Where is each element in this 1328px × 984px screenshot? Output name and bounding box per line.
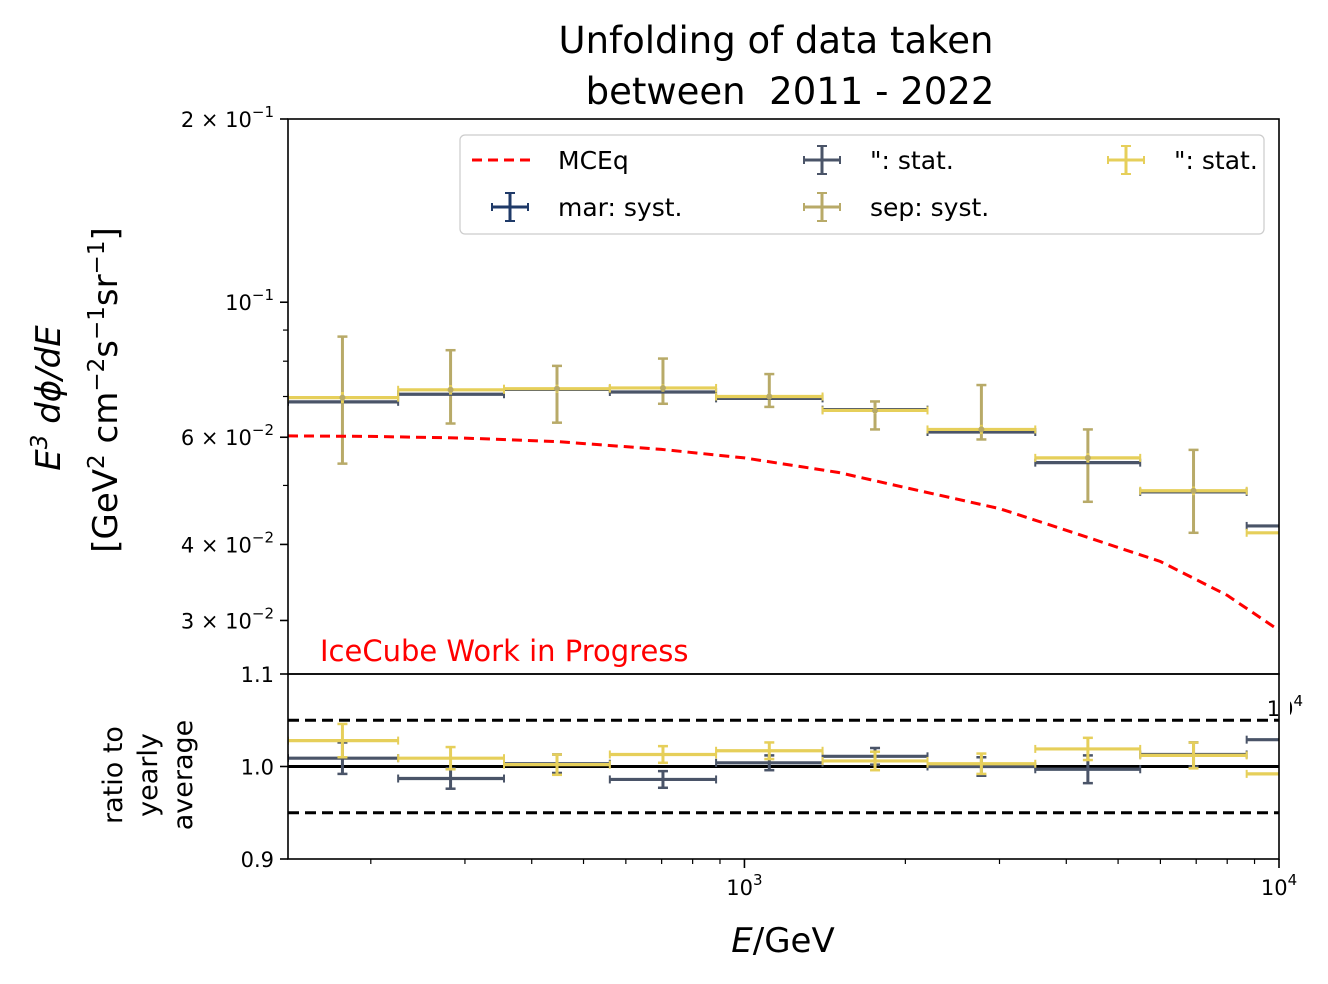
sep-data-point xyxy=(872,407,879,414)
ratio-y-label-line3: average xyxy=(168,720,199,831)
tick-mantissa: 10 xyxy=(1261,876,1288,900)
sep-data-point xyxy=(339,394,346,401)
ratio-plot-area xyxy=(288,718,1279,815)
sep-data-point xyxy=(766,393,773,400)
main-plot-area xyxy=(288,335,1302,632)
tick-mantissa: 4 × 10 xyxy=(181,533,252,557)
tick-exponent: 4 xyxy=(1293,692,1303,710)
ratio-y-tick-label: 1.0 xyxy=(241,756,274,780)
tick-mantissa: 3 × 10 xyxy=(181,609,252,633)
legend: MCEq mar: syst. ": stat. sep: syst. ": stat. xyxy=(459,134,1265,235)
main-y-tick-label: 10−1 xyxy=(225,286,274,315)
chart-title-line2: between 2011 - 2022 xyxy=(586,70,995,113)
legend-items: MCEq mar: syst. ": stat. sep: syst. ": stat. xyxy=(472,145,1258,222)
tick-exponent: 3 xyxy=(753,871,763,889)
legend-entry: ": stat. xyxy=(1107,145,1258,175)
legend-entry: MCEq xyxy=(472,146,629,175)
axes: 2 × 10−110−16 × 10−24 × 10−23 × 10−20.91… xyxy=(181,103,1303,900)
tick-exponent: −2 xyxy=(252,604,274,622)
y-axis-labels: E3 dϕ/dE [GeV2 cm−2s−1sr−1] ratio to yea… xyxy=(27,227,199,830)
main-y-tick-label: 4 × 10−2 xyxy=(181,528,274,557)
chart-title-line1: Unfolding of data taken xyxy=(559,19,994,62)
sep-data-point xyxy=(659,384,666,391)
ratio-y-tick-label: 1.1 xyxy=(241,663,274,687)
x-axis-label-var: E xyxy=(731,921,753,961)
tick-exponent: −2 xyxy=(252,528,274,546)
sep-data-point xyxy=(978,426,985,433)
main-y-tick-label: 3 × 10−2 xyxy=(181,604,274,633)
tick-mantissa: 2 × 10 xyxy=(181,108,252,132)
legend-label: sep: syst. xyxy=(870,193,989,222)
tick-exponent: −1 xyxy=(252,103,274,121)
chart-title: Unfolding of data taken between 2011 - 2… xyxy=(559,19,995,113)
tick-exponent: 4 xyxy=(1288,871,1298,889)
sep-data-point xyxy=(447,386,454,393)
ratio-y-label-line1: ratio to xyxy=(98,726,129,824)
main-y-tick-label: 6 × 10−2 xyxy=(181,421,274,450)
legend-label: ": stat. xyxy=(1174,146,1258,175)
main-y-tick-label: 2 × 10−1 xyxy=(181,103,274,132)
legend-entry: sep: syst. xyxy=(803,192,989,222)
y-axis-label-line2: [GeV2 cm−2s−1sr−1] xyxy=(84,227,126,552)
legend-label: MCEq xyxy=(558,146,629,175)
tick-exponent: −1 xyxy=(252,286,274,304)
ratio-y-tick-label: 0.9 xyxy=(241,848,274,872)
legend-frame xyxy=(459,134,1265,235)
ratio-y-label-line2: yearly xyxy=(133,733,164,817)
stray-tick-mask xyxy=(1281,690,1290,722)
sep-data-point xyxy=(1190,487,1197,494)
x-tick-label: 104 xyxy=(1261,871,1297,900)
tick-mantissa: 6 × 10 xyxy=(181,426,252,450)
sep-data-point xyxy=(553,385,560,392)
tick-exponent: −2 xyxy=(252,421,274,439)
legend-label: mar: syst. xyxy=(558,193,682,222)
ratio-panel-marks xyxy=(288,718,1279,815)
tick-mantissa: 10 xyxy=(726,876,753,900)
x-axis-label: E/GeV xyxy=(731,921,834,961)
tick-mantissa: 10 xyxy=(225,291,252,315)
sep-data-point xyxy=(1084,454,1091,461)
sep-data-point xyxy=(1296,530,1302,536)
legend-label: ": stat. xyxy=(870,146,954,175)
annotation-icecube: IceCube Work in Progress xyxy=(320,634,689,668)
mceq-curve xyxy=(288,434,1279,632)
x-axis-label-unit: /GeV xyxy=(753,921,835,961)
legend-entry: mar: syst. xyxy=(491,192,682,222)
x-tick-label: 103 xyxy=(726,871,762,900)
legend-entry: ": stat. xyxy=(803,145,954,175)
main-panel-marks xyxy=(288,335,1302,632)
y-axis-label-line1: E3 dϕ/dE xyxy=(27,325,69,471)
